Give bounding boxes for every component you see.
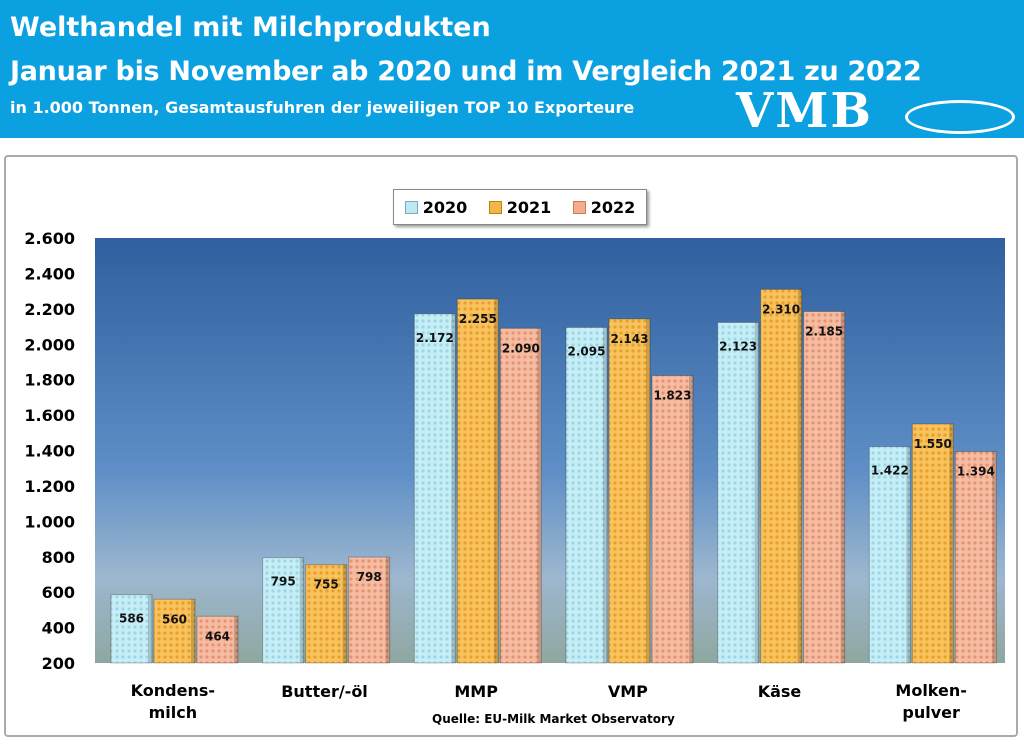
y-tick-label: 600 [42,583,75,602]
unit-note: in 1.000 Tonnen, Gesamtausfuhren der jew… [10,98,635,117]
bar-shade [689,375,693,663]
bar-2022 [196,615,239,664]
x-tick-label: Molken-pulver [895,681,967,722]
bar-shade [537,328,542,663]
bar-2022 [348,556,391,664]
y-tick-label: 1.600 [24,406,75,425]
bar-shade [992,451,997,663]
vmb-logo: VMB [736,83,873,139]
data-label: 560 [162,612,187,626]
y-tick-label: 2.000 [24,335,75,354]
bar-2022 [954,451,997,664]
legend-label: 2020 [422,197,468,217]
source-note: Quelle: EU-Milk Market Observatory [432,712,675,726]
bar-shade [299,557,304,663]
plot-area-background [95,238,1005,663]
data-label: 586 [119,612,144,626]
bar-shade [234,616,238,663]
legend-item-2020: 2020 [404,197,468,217]
y-tick-label: 1.000 [24,512,75,531]
x-tick-label: MMP [454,682,498,701]
legend-swatch-icon [488,200,502,214]
data-label: 2.310 [762,302,800,316]
data-label: 2.090 [502,341,540,355]
data-label: 464 [205,629,230,643]
bar-2020 [565,326,608,664]
bar-2022 [499,327,542,664]
x-tick-label: VMP [608,682,648,701]
bar-shade [949,423,954,663]
bar-2021 [153,598,196,664]
legend-swatch-icon [404,200,418,214]
bar-2022 [651,375,694,664]
data-label: 2.185 [805,324,843,338]
bar-2020 [262,557,305,664]
legend-label: 2022 [590,197,636,217]
bar-2020 [868,446,911,664]
bar-shade [385,557,390,663]
bar-shade [494,299,499,663]
legend-label: 2021 [506,197,552,217]
data-label: 1.422 [871,464,909,478]
data-label: 1.823 [654,389,692,403]
legend-item-2022: 2022 [572,197,636,217]
bar-shade [451,313,456,663]
bar-2021 [760,288,803,664]
data-label: 1.394 [957,465,995,479]
legend-item-2021: 2021 [488,197,552,217]
chart-title: Welthandel mit Milchprodukten [10,12,491,43]
y-tick-label: 2.400 [24,264,75,283]
bar-2020 [413,313,456,664]
data-label: 2.255 [459,312,497,326]
bar-2021 [911,423,954,664]
y-tick-label: 200 [42,654,75,673]
bar-2021 [456,298,499,664]
bar-shade [342,564,347,663]
bar-shade [148,594,152,663]
data-label: 2.095 [568,344,606,358]
bar-2020 [717,321,760,664]
bar-2022 [803,310,846,664]
bar-shade [797,289,802,663]
bar-shade [191,599,195,663]
bar-shade [840,311,845,663]
bar-shade [646,318,650,663]
data-label: 798 [357,570,382,584]
bar-2020 [110,594,153,664]
bar-shade [754,322,759,663]
data-label: 755 [314,578,339,592]
data-label: 2.123 [719,339,757,353]
bar-2021 [608,318,651,664]
vmb-logo-swirl-icon [905,100,1015,134]
y-tick-label: 400 [42,619,75,638]
bar-2021 [305,564,348,664]
y-tick-label: 1.400 [24,442,75,461]
data-label: 2.143 [611,332,649,346]
data-label: 1.550 [914,437,952,451]
bar-shade [603,327,607,663]
bar-shade [906,446,911,663]
y-tick-label: 2.600 [24,229,75,248]
y-tick-label: 1.200 [24,477,75,496]
legend-swatch-icon [572,200,586,214]
data-label: 795 [271,575,296,589]
x-tick-label: Kondens-milch [131,681,215,722]
data-label: 2.172 [416,331,454,345]
y-tick-label: 2.200 [24,300,75,319]
chart-subtitle: Januar bis November ab 2020 und im Vergl… [10,56,922,87]
x-tick-label: Butter/-öl [281,682,368,701]
header-banner: Welthandel mit Milchprodukten Januar bis… [0,0,1024,138]
y-tick-label: 1.800 [24,371,75,390]
y-tick-label: 800 [42,548,75,567]
x-tick-label: Käse [758,682,802,701]
chart-frame [4,155,1018,737]
legend: 2020 2021 2022 [393,189,647,225]
